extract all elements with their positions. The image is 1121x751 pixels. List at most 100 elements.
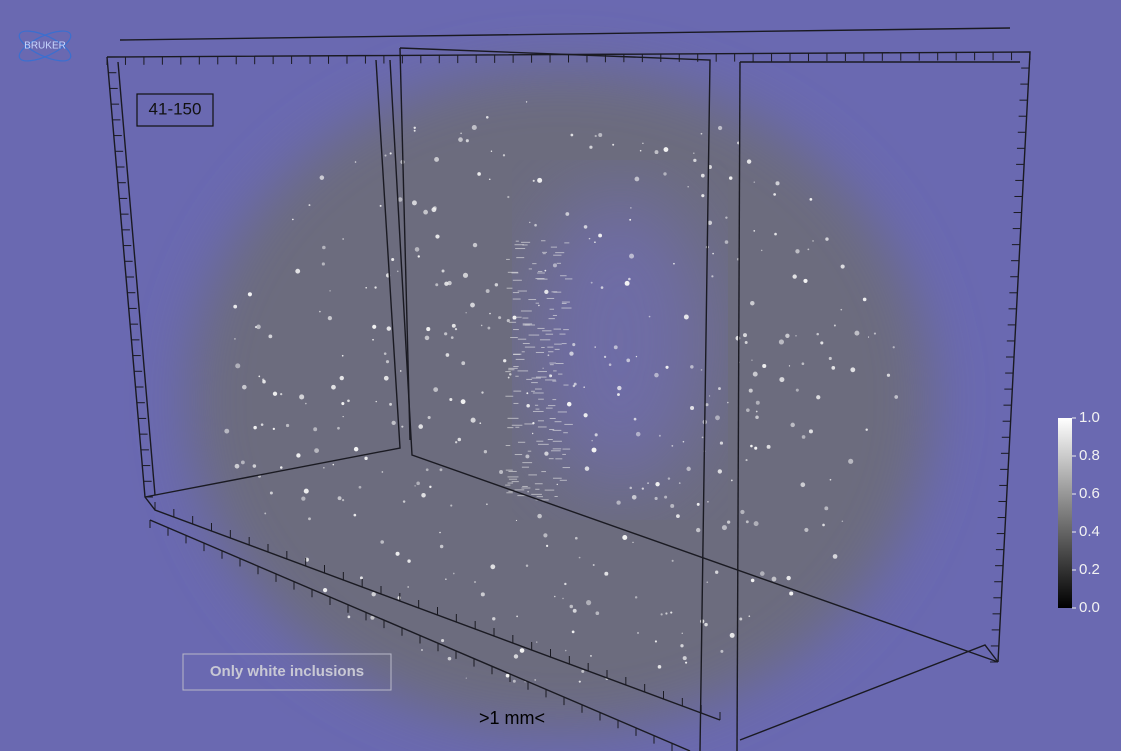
- inclusion: [683, 656, 687, 660]
- inclusion: [665, 612, 667, 614]
- inclusion: [753, 230, 755, 232]
- inclusion: [715, 571, 718, 574]
- inclusion: [682, 633, 683, 634]
- inclusion: [333, 464, 335, 466]
- inclusion: [320, 175, 325, 180]
- inclusion-streak: [562, 302, 570, 303]
- inclusion-streak: [555, 252, 564, 253]
- inclusion-streak: [505, 396, 513, 397]
- inclusion-streak: [549, 429, 554, 430]
- inclusion: [632, 495, 637, 500]
- inclusion: [458, 137, 463, 142]
- inclusion-streak: [508, 483, 514, 484]
- inclusion: [440, 545, 443, 548]
- inclusion-streak: [533, 411, 544, 412]
- inclusion-streak: [553, 315, 557, 316]
- inclusion: [863, 298, 867, 302]
- inclusion: [790, 423, 794, 427]
- inclusion: [322, 246, 326, 250]
- inclusion: [637, 632, 639, 634]
- inclusion: [442, 270, 445, 273]
- inclusion: [564, 583, 566, 585]
- inclusion-streak: [508, 369, 514, 370]
- inclusion-streak: [554, 344, 562, 345]
- inclusion: [687, 186, 688, 187]
- inclusion: [360, 576, 363, 579]
- inclusion: [745, 459, 747, 461]
- inclusion: [235, 363, 240, 368]
- inclusion-streak: [555, 421, 562, 422]
- inclusion-streak: [555, 349, 560, 350]
- inclusion: [749, 389, 753, 393]
- inclusion: [435, 234, 439, 238]
- inclusion: [745, 341, 748, 344]
- inclusion-streak: [535, 483, 543, 484]
- inclusion: [795, 249, 799, 253]
- inclusion: [452, 324, 456, 328]
- button-label[interactable]: Only white inclusions: [210, 663, 364, 680]
- inclusion: [712, 253, 714, 255]
- inclusion: [313, 427, 317, 431]
- inclusion: [412, 200, 417, 205]
- inclusion-streak: [516, 241, 519, 242]
- inclusion: [654, 373, 659, 378]
- inclusion: [785, 334, 789, 338]
- inclusion: [429, 486, 431, 488]
- inclusion: [495, 283, 498, 286]
- inclusion: [632, 542, 633, 543]
- inclusion: [526, 404, 530, 408]
- inclusion: [829, 357, 832, 360]
- inclusion: [589, 146, 592, 149]
- inclusion: [516, 520, 517, 521]
- inclusion-streak: [558, 411, 567, 412]
- inclusion: [670, 504, 674, 508]
- inclusion: [672, 560, 674, 562]
- inclusion: [489, 313, 491, 315]
- inclusion: [280, 393, 282, 395]
- inclusion: [301, 496, 305, 500]
- inclusion: [526, 101, 527, 102]
- inclusion-streak: [562, 343, 567, 344]
- inclusion-streak: [542, 330, 551, 331]
- inclusion-streak: [550, 309, 554, 310]
- inclusion: [665, 366, 668, 369]
- inclusion-streak: [553, 478, 562, 479]
- inclusion: [807, 249, 809, 251]
- inclusion: [579, 681, 581, 683]
- inclusion: [661, 613, 663, 615]
- inclusion: [746, 520, 749, 523]
- inclusion: [701, 133, 703, 135]
- inclusion-streak: [550, 418, 556, 419]
- inclusion-streak: [522, 486, 528, 487]
- inclusion-streak: [538, 371, 547, 372]
- inclusion: [421, 649, 423, 651]
- inclusion: [253, 426, 256, 429]
- inclusion-streak: [564, 242, 569, 243]
- inclusion-streak: [546, 408, 553, 409]
- inclusion: [473, 243, 477, 247]
- inclusion-streak: [545, 490, 555, 491]
- inclusion: [224, 429, 229, 434]
- inclusion: [592, 448, 597, 453]
- logo-text: BRUKER: [24, 41, 66, 52]
- inclusion: [248, 292, 252, 296]
- inclusion-streak: [550, 364, 554, 365]
- inclusion: [460, 133, 462, 135]
- inclusion: [477, 172, 481, 176]
- inclusion-streak: [508, 418, 519, 419]
- inclusion: [833, 554, 838, 559]
- inclusion-streak: [557, 263, 561, 264]
- inclusion: [273, 428, 275, 430]
- inclusion-streak: [538, 271, 542, 272]
- inclusion-streak: [536, 377, 547, 378]
- inclusion-streak: [513, 299, 521, 300]
- inclusion: [508, 377, 510, 379]
- inclusion-streak: [508, 471, 516, 472]
- inclusion: [347, 399, 350, 402]
- inclusion: [466, 678, 467, 679]
- inclusion-streak: [509, 479, 517, 480]
- inclusion-streak: [558, 374, 562, 375]
- inclusion: [586, 600, 591, 605]
- inclusion: [642, 143, 643, 144]
- colorbar-tick-label: 0.8: [1079, 447, 1100, 464]
